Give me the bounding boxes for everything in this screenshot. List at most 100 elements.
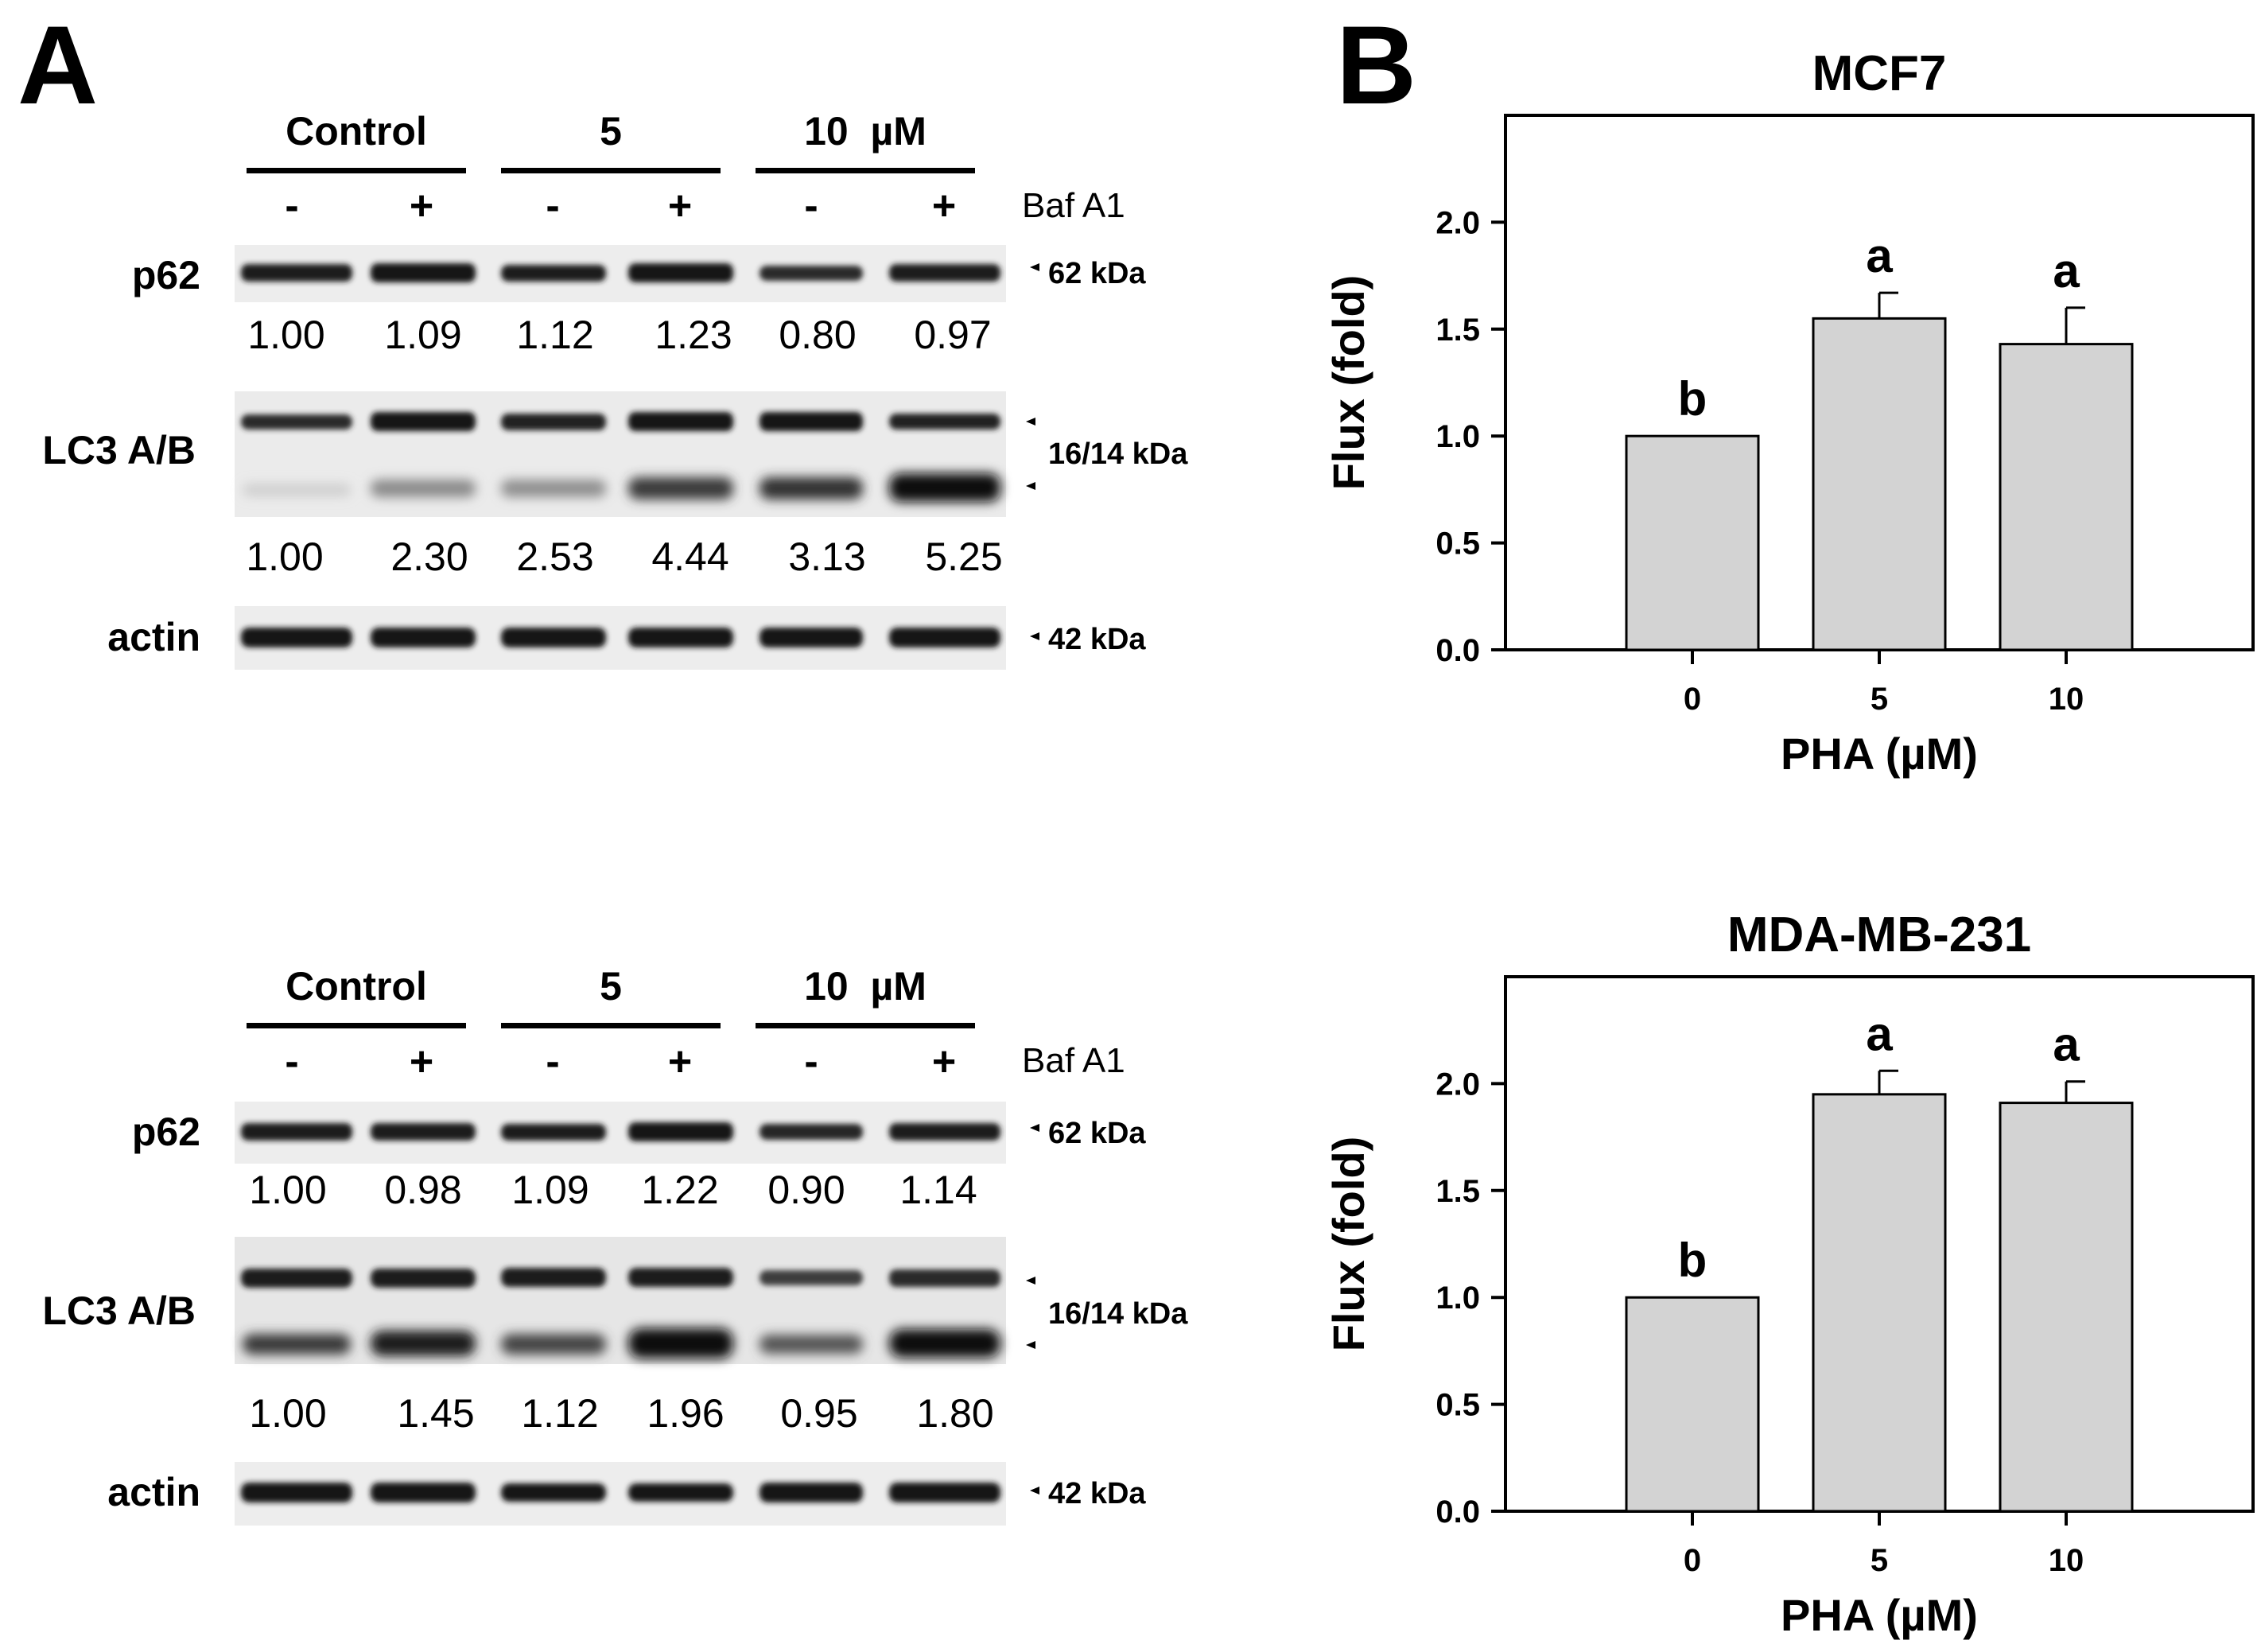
y-tick-label: 1.5 [1435, 1174, 1480, 1209]
bar [1999, 1102, 2134, 1513]
dose-group-label: 5 [600, 109, 622, 154]
band-row-p62 [241, 263, 1000, 282]
quant-value: 2.30 [390, 534, 468, 579]
quant-value: 1.12 [521, 1391, 598, 1436]
x-axis-label: PHA (µM) [1781, 1590, 1978, 1640]
x-tick-label: 10 [2049, 682, 2084, 717]
quant-value: 1.00 [249, 1391, 326, 1436]
dose-group-bar [756, 168, 975, 173]
y-axis-label: Flux (fold) [1323, 1137, 1373, 1352]
quant-value: 1.14 [899, 1168, 977, 1212]
quant-value: 0.90 [767, 1168, 845, 1212]
band [501, 414, 606, 430]
x-tick-label: 0 [1684, 682, 1701, 717]
band [628, 1328, 733, 1359]
band [628, 1483, 733, 1502]
y-tick-label: 1.0 [1435, 419, 1480, 454]
marker-arrow-icon [1026, 1341, 1035, 1349]
blot-2-bands [235, 1102, 1006, 1526]
band [243, 1334, 351, 1355]
y-tick-label: 2.0 [1435, 1067, 1480, 1102]
quant-value: 1.22 [641, 1168, 718, 1212]
band [628, 1122, 733, 1141]
treatment-sign: + [410, 1039, 433, 1085]
marker-label: 62 kDa [1048, 1117, 1146, 1150]
treatment-sign: - [804, 1039, 818, 1085]
dose-group-bar [501, 1023, 721, 1028]
bar [1625, 434, 1760, 651]
band-row-lc3-upper [241, 1268, 1000, 1288]
treatment-sign: - [546, 1039, 559, 1085]
band [371, 628, 476, 647]
band [628, 263, 733, 282]
blot-1-labels: p62 LC3 A/B actin 62 kDa 16/14 kDa 42 kD… [42, 253, 1188, 659]
bar [1999, 343, 2134, 651]
band-row-lc3-lower [243, 473, 1000, 502]
quant-value: 1.00 [249, 1168, 326, 1212]
dose-group-bar [247, 1023, 466, 1028]
marker-arrow-icon [1030, 632, 1039, 640]
row-label-actin: actin [107, 1470, 200, 1514]
dose-group-label: 10 µM [804, 964, 927, 1009]
band [371, 1331, 476, 1356]
x-tick-label: 5 [1871, 682, 1888, 717]
quant-value: 1.23 [655, 313, 732, 357]
band [628, 1268, 733, 1287]
y-tick-label: 2.0 [1435, 205, 1480, 240]
dose-group-label: 10 µM [804, 109, 927, 154]
quant-value: 0.98 [384, 1168, 461, 1212]
quant-value: 1.00 [247, 313, 324, 357]
treatment-sign: + [932, 183, 956, 229]
row-label-p62: p62 [132, 1110, 200, 1154]
blot-strip-actin [235, 1462, 1006, 1526]
dose-group-bar [756, 1023, 975, 1028]
band [241, 264, 352, 282]
band [371, 1483, 476, 1502]
dose-group-label: 5 [600, 964, 622, 1009]
marker-arrow-icon [1030, 1124, 1039, 1132]
treatment-sign: + [410, 183, 433, 229]
quant-value: 1.96 [647, 1391, 724, 1436]
band [241, 1483, 352, 1502]
quant-value: 2.53 [516, 534, 593, 579]
panel-b-letter: B [1336, 2, 1416, 127]
band [501, 1268, 606, 1287]
band [889, 414, 1000, 430]
significance-letter: b [1678, 372, 1707, 426]
band [371, 412, 476, 431]
band [759, 1483, 863, 1502]
band-row-actin [241, 1483, 1000, 1502]
chart-mcf7: MCF7 0.0 0.5 1.0 1.5 2.0 Flux (fold) b 0 a 5 a 10 PHA… [1323, 46, 2255, 779]
band-row-p62 [241, 1122, 1000, 1141]
treatment-sign: + [932, 1039, 956, 1085]
dose-group-label: Control [286, 109, 427, 154]
band [759, 477, 863, 499]
band [501, 1483, 606, 1502]
quant-value: 5.25 [925, 534, 1002, 579]
marker-label: 16/14 kDa [1048, 437, 1188, 471]
band [241, 1269, 352, 1288]
x-tick-label: 0 [1684, 1543, 1701, 1578]
y-tick-label: 1.5 [1435, 313, 1480, 348]
quant-value: 1.45 [397, 1391, 474, 1436]
treatment-sign: - [285, 183, 298, 229]
row-label-actin: actin [107, 615, 200, 659]
blot-1-header: Control 5 10 µM - + - + - + Baf A1 [247, 109, 1125, 229]
band [501, 1334, 606, 1355]
band [759, 1335, 863, 1354]
blot-2-labels: p62 LC3 A/B actin 62 kDa 16/14 kDa 42 kD… [42, 1110, 1188, 1514]
band [759, 266, 863, 281]
significance-letter: a [1866, 229, 1893, 282]
dose-group-bar [247, 168, 466, 173]
x-axis-label: PHA (µM) [1781, 729, 1978, 779]
marker-label: 42 kDa [1048, 623, 1146, 656]
bar [1625, 1296, 1760, 1513]
y-tick-label: 1.0 [1435, 1281, 1480, 1316]
quant-value: 1.12 [516, 313, 593, 357]
chart-mda-mb-231: MDA-MB-231 0.0 0.5 1.0 1.5 2.0 Flux (fold) b 0 a 5… [1323, 908, 2255, 1640]
band [501, 1124, 606, 1141]
treatment-label: Baf A1 [1022, 186, 1125, 225]
marker-arrow-icon [1026, 1277, 1035, 1285]
blot-strip-lc3 [235, 1237, 1006, 1364]
